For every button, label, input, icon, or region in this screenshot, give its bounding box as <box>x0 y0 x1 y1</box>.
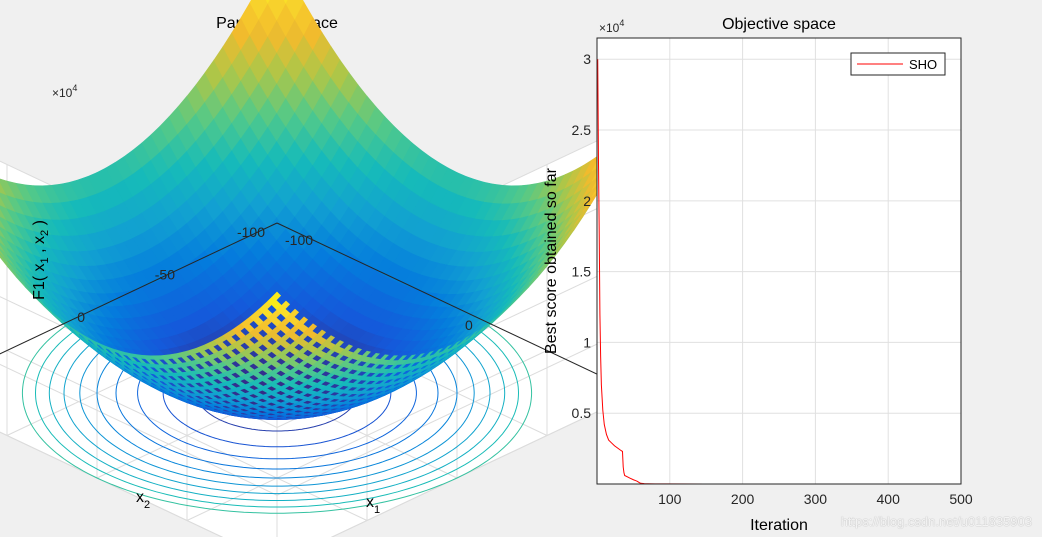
y-axis-label: Best score obtained so far <box>543 167 560 354</box>
x-tick-label: 300 <box>804 491 828 507</box>
x1-tick-label: -100 <box>285 232 313 248</box>
x2-tick-label: -50 <box>155 267 175 283</box>
x-tick-label: 400 <box>877 491 901 507</box>
x-tick-label: 100 <box>658 491 682 507</box>
x-tick-label: 500 <box>949 491 973 507</box>
plot-frame <box>596 37 962 485</box>
y-tick-label: 0.5 <box>572 405 592 421</box>
legend: SHO <box>850 52 946 76</box>
y-exponent: ×104 <box>599 18 624 35</box>
x2-tick-label: 0 <box>77 309 85 325</box>
x-tick-label: 200 <box>731 491 755 507</box>
x-axis-label: Iteration <box>750 517 808 534</box>
z-axis-label: F1( x1 , x2 ) <box>31 220 51 300</box>
y-tick-labels: 0.5 1 1.5 2 2.5 3 <box>572 51 592 421</box>
y-tick-label: 3 <box>583 51 591 67</box>
y-tick-label: 1 <box>583 334 591 350</box>
x-tick-labels: 100 200 300 400 500 <box>658 491 973 507</box>
axes-box-front <box>0 222 638 394</box>
z-exponent: ×104 <box>52 83 77 100</box>
watermark: https://blog.csdn.net/u011835903 <box>840 514 1032 529</box>
x2-axis-label: x2 <box>136 489 150 511</box>
line-title: Objective space <box>722 16 836 33</box>
x2-tick-label: -100 <box>237 224 265 240</box>
surface-plot: Parameter space 00.511.52 -100-50050100 … <box>0 0 669 537</box>
x2-tick-labels: -100-50050100 <box>77 224 265 325</box>
y-tick-label: 2 <box>583 193 591 209</box>
y-tick-label: 1.5 <box>572 264 592 280</box>
surface-mesh <box>0 0 638 420</box>
line-plot: 100 200 300 400 500 0.5 1 1.5 2 2.5 3 Objective s… <box>543 16 973 534</box>
plot-area <box>597 38 961 484</box>
legend-label-sho: SHO <box>909 57 937 72</box>
x1-axis-label: x1 <box>366 494 380 516</box>
x1-tick-label: 0 <box>465 317 473 333</box>
y-tick-label: 2.5 <box>572 122 592 138</box>
